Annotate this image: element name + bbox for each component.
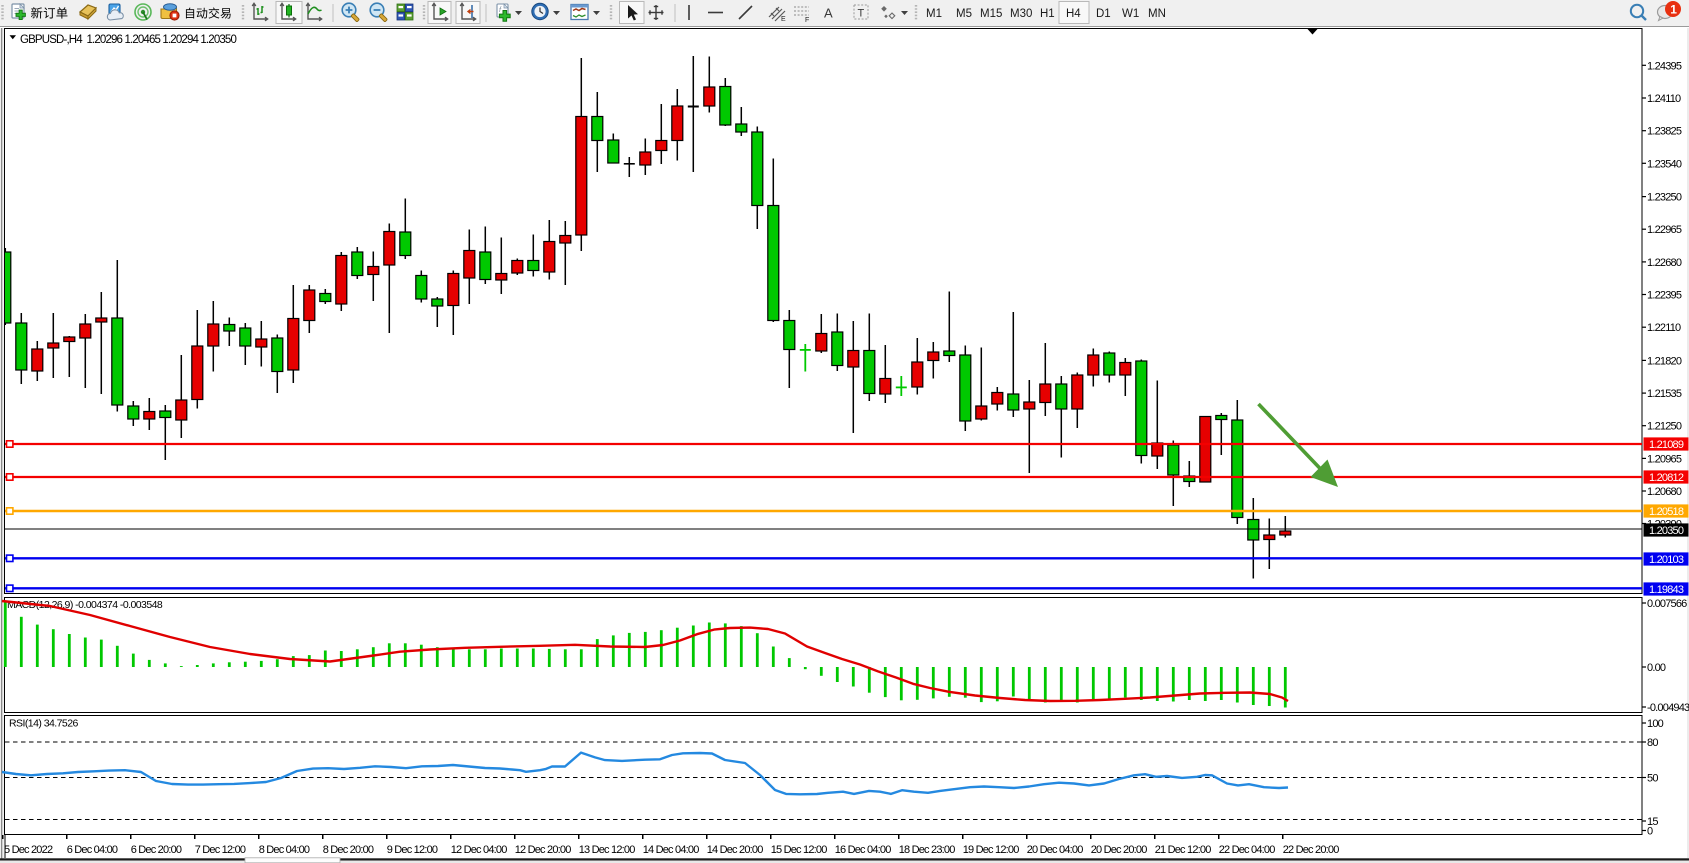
svg-text:M15: M15 <box>980 8 1002 20</box>
svg-text:1.19843: 1.19843 <box>1649 584 1684 596</box>
svg-text:1.21820: 1.21820 <box>1647 355 1682 367</box>
svg-text:E: E <box>781 16 786 23</box>
svg-text:20 Dec 20:00: 20 Dec 20:00 <box>1091 844 1148 856</box>
svg-text:12 Dec 04:00: 12 Dec 04:00 <box>451 844 508 856</box>
svg-text:100: 100 <box>1647 718 1664 730</box>
svg-text:1.22965: 1.22965 <box>1647 224 1682 236</box>
svg-text:22 Dec 20:00: 22 Dec 20:00 <box>1283 844 1340 856</box>
svg-text:MACD(12,26,9) -0.004374 -0.003: MACD(12,26,9) -0.004374 -0.003548 <box>7 599 163 611</box>
svg-text:1.23825: 1.23825 <box>1647 126 1682 138</box>
svg-text:1.21089: 1.21089 <box>1649 439 1684 451</box>
svg-text:12 Dec 20:00: 12 Dec 20:00 <box>515 844 572 856</box>
svg-text:M1: M1 <box>926 8 942 20</box>
svg-text:1: 1 <box>1670 2 1677 16</box>
svg-text:M30: M30 <box>1010 8 1032 20</box>
svg-text:1.20680: 1.20680 <box>1647 486 1682 498</box>
svg-text:18 Dec 23:00: 18 Dec 23:00 <box>899 844 956 856</box>
svg-text:22 Dec 04:00: 22 Dec 04:00 <box>1219 844 1276 856</box>
svg-text:1.22395: 1.22395 <box>1647 290 1682 302</box>
svg-text:1.20518: 1.20518 <box>1649 506 1684 518</box>
svg-text:MN: MN <box>1148 8 1166 20</box>
svg-text:f: f <box>499 7 502 14</box>
svg-text:8 Dec 04:00: 8 Dec 04:00 <box>259 844 310 856</box>
svg-text:1.20812: 1.20812 <box>1649 472 1684 484</box>
svg-text:15: 15 <box>1647 816 1658 828</box>
svg-text:T: T <box>858 8 865 20</box>
svg-text:H4: H4 <box>1066 8 1081 20</box>
svg-text:0.00: 0.00 <box>1647 662 1666 674</box>
svg-text:1.23250: 1.23250 <box>1647 192 1682 204</box>
svg-text:80: 80 <box>1647 737 1658 749</box>
svg-text:D1: D1 <box>1096 8 1111 20</box>
svg-text:8 Dec 20:00: 8 Dec 20:00 <box>323 844 374 856</box>
svg-text:19 Dec 12:00: 19 Dec 12:00 <box>963 844 1020 856</box>
svg-text:-0.004943: -0.004943 <box>1647 702 1689 714</box>
svg-text:13 Dec 12:00: 13 Dec 12:00 <box>579 844 636 856</box>
svg-text:1.20350: 1.20350 <box>1649 525 1684 537</box>
svg-text:W1: W1 <box>1122 8 1139 20</box>
svg-text:1.22680: 1.22680 <box>1647 257 1682 269</box>
svg-text:F: F <box>805 17 809 24</box>
svg-text:1.21250: 1.21250 <box>1647 421 1682 433</box>
svg-text:50: 50 <box>1647 773 1658 785</box>
svg-text:1.20965: 1.20965 <box>1647 453 1682 465</box>
svg-text:14 Dec 04:00: 14 Dec 04:00 <box>643 844 700 856</box>
svg-text:6 Dec 20:00: 6 Dec 20:00 <box>131 844 182 856</box>
svg-text:1.24110: 1.24110 <box>1647 93 1681 105</box>
svg-text:GBPUSD-,H4 1.20296 1.20465 1.: GBPUSD-,H4 1.20296 1.20465 1.20294 1.203… <box>20 34 236 46</box>
svg-text:6 Dec 04:00: 6 Dec 04:00 <box>67 844 118 856</box>
svg-text:1.23540: 1.23540 <box>1647 158 1682 170</box>
svg-text:15 Dec 12:00: 15 Dec 12:00 <box>771 844 828 856</box>
svg-text:RSI(14) 34.7526: RSI(14) 34.7526 <box>9 718 79 730</box>
svg-text:M5: M5 <box>956 8 972 20</box>
svg-text:0: 0 <box>1647 826 1653 838</box>
svg-text:1.24395: 1.24395 <box>1647 60 1682 72</box>
svg-text:20 Dec 04:00: 20 Dec 04:00 <box>1027 844 1084 856</box>
svg-text:H1: H1 <box>1040 8 1055 20</box>
svg-text:A: A <box>824 6 833 21</box>
svg-text:16 Dec 04:00: 16 Dec 04:00 <box>835 844 892 856</box>
svg-text:0.007566: 0.007566 <box>1647 598 1687 610</box>
svg-text:14 Dec 20:00: 14 Dec 20:00 <box>707 844 764 856</box>
svg-text:7 Dec 12:00: 7 Dec 12:00 <box>195 844 246 856</box>
svg-text:1.20103: 1.20103 <box>1649 554 1684 566</box>
svg-text:1.21535: 1.21535 <box>1647 388 1682 400</box>
svg-text:21 Dec 12:00: 21 Dec 12:00 <box>1155 844 1212 856</box>
svg-text:5 Dec 2022: 5 Dec 2022 <box>4 844 53 856</box>
svg-text:9 Dec 12:00: 9 Dec 12:00 <box>387 844 438 856</box>
svg-text:1.22110: 1.22110 <box>1647 322 1681 334</box>
